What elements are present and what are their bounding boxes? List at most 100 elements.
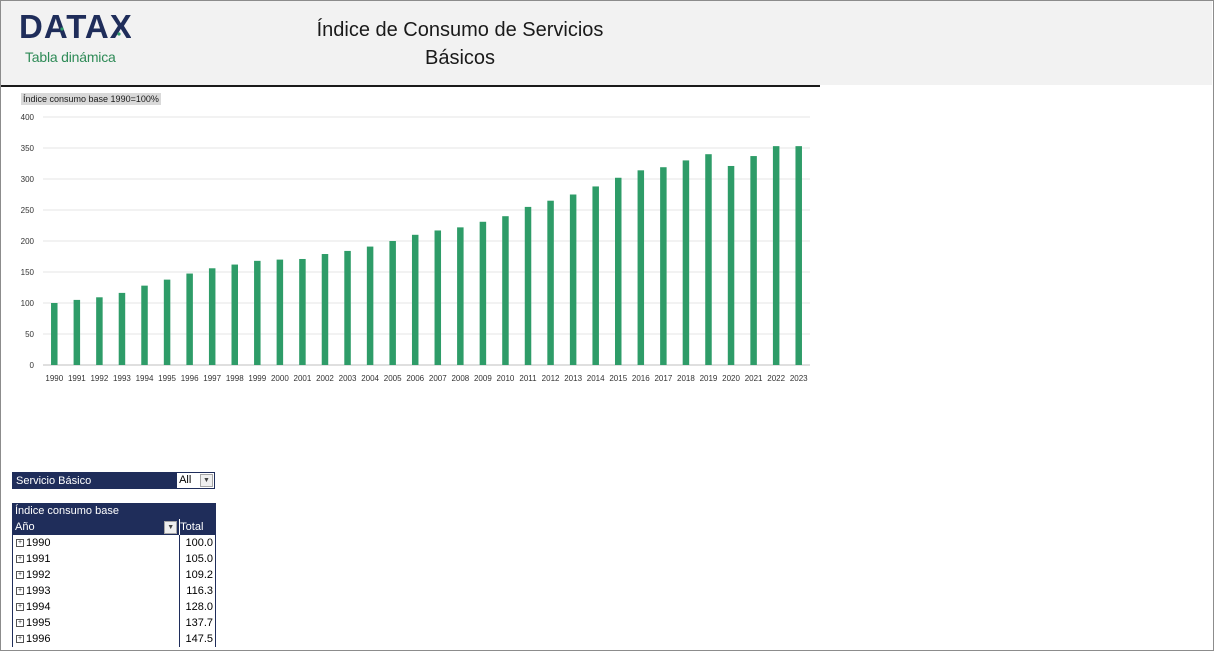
x-tick-label: 1990 <box>45 374 63 383</box>
bar <box>637 170 645 365</box>
row-total: 128.0 <box>180 599 216 615</box>
x-tick-label: 1995 <box>158 374 176 383</box>
expand-icon[interactable]: + <box>16 555 24 563</box>
bar <box>208 268 216 365</box>
x-tick-label: 2000 <box>271 374 289 383</box>
filter-arrow-icon[interactable]: ▼ <box>164 521 178 534</box>
x-tick-label: 2003 <box>339 374 357 383</box>
x-tick-label: 1998 <box>226 374 244 383</box>
filter-value: All <box>179 474 192 486</box>
x-tick-label: 1992 <box>90 374 108 383</box>
x-tick-label: 2011 <box>519 374 537 383</box>
pivot-row-header: Año ▼ <box>12 519 180 535</box>
table-row: +1994 128.0 <box>12 599 216 615</box>
row-year: 1996 <box>26 633 51 645</box>
expand-icon[interactable]: + <box>16 619 24 627</box>
expand-icon[interactable]: + <box>16 539 24 547</box>
row-year: 1995 <box>26 617 51 629</box>
x-tick-label: 2005 <box>384 374 402 383</box>
row-total: 109.2 <box>180 567 216 583</box>
dropdown-arrow-icon[interactable]: ▼ <box>200 474 213 487</box>
bar <box>547 200 554 365</box>
y-tick-label: 250 <box>21 206 35 215</box>
table-row: +1993 116.3 <box>12 583 216 599</box>
expand-icon[interactable]: + <box>16 587 24 595</box>
bar <box>141 285 148 365</box>
y-tick-label: 400 <box>21 113 35 122</box>
bar <box>276 259 284 365</box>
expand-icon[interactable]: + <box>16 635 24 643</box>
datax-logo: DATAX <box>19 8 131 45</box>
bar <box>682 160 690 365</box>
column-total-label: Total <box>179 519 216 535</box>
row-year: 1992 <box>26 569 51 581</box>
bar <box>389 241 396 365</box>
y-tick-label: 150 <box>21 268 35 277</box>
expand-icon[interactable]: + <box>16 571 24 579</box>
header-divider <box>1 85 820 87</box>
table-row: +1992 109.2 <box>12 567 216 583</box>
table-row: +1995 137.7 <box>12 615 216 631</box>
bar <box>73 299 81 365</box>
x-tick-label: 2014 <box>587 374 605 383</box>
x-tick-label: 2020 <box>722 374 740 383</box>
bar <box>457 227 464 365</box>
bar <box>592 186 599 365</box>
bar <box>727 165 735 365</box>
x-tick-label: 1997 <box>203 374 221 383</box>
header-subtitle: Tabla dinámica <box>25 49 116 65</box>
page-title-line2: Básicos <box>424 47 496 69</box>
bar-chart: 0 50 100 150 200 250 300 350 400 1990 1991 1992 1993… <box>21 113 810 383</box>
bar <box>118 292 126 365</box>
bar <box>321 254 329 365</box>
expand-icon[interactable]: + <box>16 603 24 611</box>
bar <box>524 206 532 365</box>
x-tick-label: 2010 <box>497 374 515 383</box>
bar <box>299 258 306 365</box>
bar <box>750 156 757 365</box>
row-total: 105.0 <box>180 551 216 567</box>
logo-text: DATAX <box>19 8 131 45</box>
table-row: +1990 100.0 <box>12 535 216 551</box>
x-tick-label: 1991 <box>68 374 86 383</box>
filter-dropdown[interactable]: All ▼ <box>176 472 215 489</box>
x-tick-label: 1993 <box>113 374 131 383</box>
x-tick-label: 2016 <box>632 374 650 383</box>
x-tick-label: 2001 <box>294 374 312 383</box>
row-total: 116.3 <box>180 583 216 599</box>
y-tick-label: 50 <box>25 330 34 339</box>
x-tick-label: 2021 <box>745 374 763 383</box>
x-tick-label: 2018 <box>677 374 695 383</box>
row-total: 137.7 <box>180 615 216 631</box>
x-tick-label: 2004 <box>361 374 379 383</box>
bar <box>163 279 171 365</box>
x-tick-label: 1999 <box>248 374 266 383</box>
pivot-filter: Servicio Básico All ▼ <box>12 472 215 489</box>
x-tick-label: 2008 <box>451 374 469 383</box>
row-year: 1990 <box>26 537 51 549</box>
y-tick-label: 300 <box>21 175 35 184</box>
bar <box>434 230 442 365</box>
bar <box>366 246 374 365</box>
x-tick-label: 2017 <box>654 374 672 383</box>
header-bar: DATAX Tabla dinámica Índice de Consumo d… <box>1 1 1212 85</box>
bar <box>344 250 351 365</box>
row-year: 1994 <box>26 601 51 613</box>
x-tick-label: 2013 <box>564 374 582 383</box>
bar <box>231 264 238 365</box>
row-year: 1991 <box>26 553 51 565</box>
row-total: 100.0 <box>180 535 216 551</box>
page-title-line1: Índice de Consumo de Servicios <box>316 19 604 41</box>
bar <box>795 146 802 365</box>
x-tick-label: 1994 <box>136 374 154 383</box>
x-tick-label: 2006 <box>406 374 424 383</box>
bar <box>772 146 780 365</box>
row-total: 147.5 <box>180 631 216 647</box>
chart-field-button[interactable]: Índice consumo base 1990=100% <box>21 93 161 105</box>
x-tick-label: 2012 <box>542 374 560 383</box>
x-tick-label: 2015 <box>609 374 627 383</box>
x-tick-label: 1996 <box>181 374 199 383</box>
x-tick-label: 2002 <box>316 374 334 383</box>
x-tick-label: 2023 <box>790 374 808 383</box>
bar <box>411 234 419 365</box>
